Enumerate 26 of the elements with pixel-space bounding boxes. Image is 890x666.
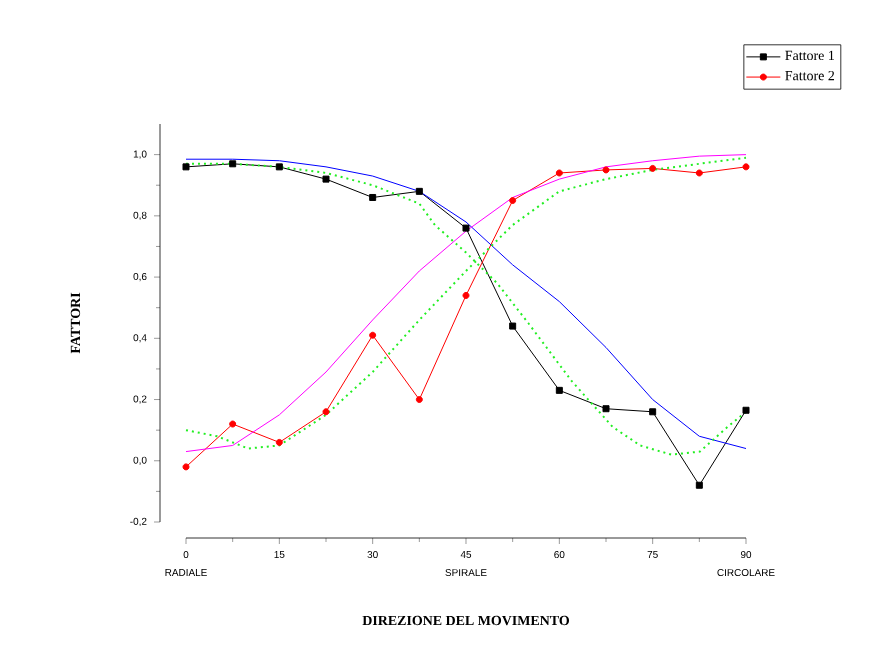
point <box>369 331 377 339</box>
point <box>649 408 657 416</box>
point <box>322 408 330 416</box>
point <box>415 187 423 195</box>
point <box>649 164 657 172</box>
point <box>322 175 330 183</box>
point <box>602 405 610 413</box>
point <box>275 163 283 171</box>
point <box>555 169 563 177</box>
point <box>369 193 377 201</box>
point <box>742 406 750 414</box>
point <box>182 163 190 171</box>
point <box>415 396 423 404</box>
point <box>509 322 517 330</box>
point <box>695 169 703 177</box>
point <box>462 224 470 232</box>
point <box>182 463 190 471</box>
point <box>229 160 237 168</box>
point <box>509 197 517 205</box>
point <box>742 163 750 171</box>
point <box>695 481 703 489</box>
point <box>602 166 610 174</box>
point <box>229 420 237 428</box>
point <box>462 291 470 299</box>
point <box>275 438 283 446</box>
point <box>555 386 563 394</box>
